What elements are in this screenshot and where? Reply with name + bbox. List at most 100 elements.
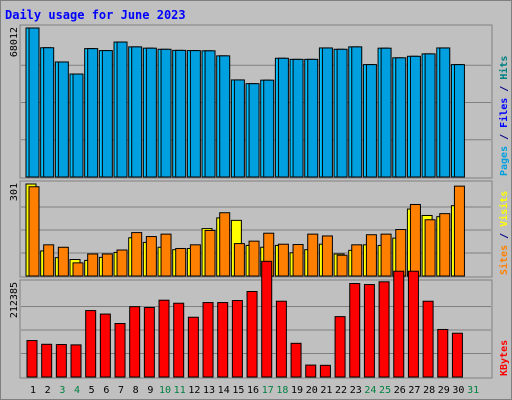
bar-sites-day-23 (351, 244, 363, 277)
bar-kbytes-day-3 (55, 344, 67, 378)
axis-title-part-visits-sites-0: Sites (498, 245, 510, 275)
day-label-1: 1 (30, 385, 36, 396)
bar-kbytes-day-21 (319, 364, 331, 378)
bar-files-day-5 (87, 48, 99, 178)
bar-files-day-21 (321, 47, 333, 178)
axis-title-part-kbytes-0: KBytes (499, 340, 510, 376)
bar-sites-day-14 (219, 212, 231, 277)
bar-files-day-12 (189, 50, 201, 178)
bar-files-day-6 (101, 50, 113, 178)
bar-kbytes-day-26 (393, 270, 405, 378)
bar-kbytes-day-29 (437, 328, 449, 378)
bar-kbytes-day-23 (349, 283, 361, 378)
bar-sites-day-12 (189, 244, 201, 277)
day-label-15: 15 (232, 385, 244, 396)
bar-sites-day-10 (160, 233, 172, 277)
bar-sites-day-19 (292, 244, 304, 277)
bar-sites-day-26 (395, 229, 407, 277)
day-label-25: 25 (379, 385, 391, 396)
bar-sites-day-11 (175, 247, 187, 277)
bar-sites-day-8 (131, 232, 143, 277)
bar-files-day-28 (424, 53, 436, 178)
day-label-16: 16 (247, 385, 259, 396)
bar-kbytes-day-24 (363, 284, 375, 378)
bar-sites-day-28 (424, 219, 436, 277)
bar-kbytes-day-8 (129, 306, 141, 378)
chart-title: Daily usage for June 2023 (5, 8, 186, 22)
day-label-14: 14 (218, 385, 230, 396)
bar-sites-day-3 (57, 246, 69, 277)
bar-sites-day-15 (233, 243, 245, 277)
day-label-9: 9 (147, 385, 153, 396)
axis-title-part-pages-files-hits-3: / (499, 80, 510, 98)
ymax-label-pages-files-hits: 68012 (9, 27, 20, 57)
day-label-3: 3 (59, 385, 65, 396)
day-label-24: 24 (364, 385, 376, 396)
bar-files-day-1 (28, 27, 40, 178)
day-label-30: 30 (452, 385, 464, 396)
bar-files-day-25 (380, 47, 392, 178)
day-label-18: 18 (276, 385, 288, 396)
bar-files-day-29 (439, 47, 451, 178)
axis-title-part-pages-files-hits-1: / (499, 128, 510, 146)
bar-files-day-7 (116, 41, 128, 178)
bar-kbytes-day-16 (246, 290, 258, 378)
bar-sites-day-4 (72, 262, 84, 277)
bar-kbytes-day-10 (158, 299, 170, 378)
bar-sites-day-7 (116, 249, 128, 277)
bar-kbytes-day-18 (275, 300, 287, 378)
day-label-19: 19 (291, 385, 303, 396)
day-label-22: 22 (335, 385, 347, 396)
bar-files-day-8 (131, 46, 143, 178)
bar-sites-day-13 (204, 229, 216, 277)
bar-sites-day-18 (277, 243, 289, 277)
day-label-28: 28 (423, 385, 435, 396)
axis-title-part-pages-files-hits-2: Files (498, 98, 510, 128)
bar-files-day-4 (72, 73, 84, 178)
ymax-label-visits-sites: 301 (9, 183, 20, 201)
day-label-29: 29 (438, 385, 450, 396)
day-label-23: 23 (350, 385, 362, 396)
bar-kbytes-day-5 (85, 310, 97, 378)
bar-sites-day-25 (380, 233, 392, 277)
day-label-8: 8 (133, 385, 139, 396)
bar-files-day-26 (395, 57, 407, 178)
bar-sites-day-30 (453, 185, 465, 277)
day-label-31: 31 (467, 385, 479, 396)
bar-sites-day-21 (321, 235, 333, 277)
bar-files-day-24 (365, 64, 377, 178)
bar-files-day-27 (409, 55, 421, 178)
day-label-5: 5 (89, 385, 95, 396)
bar-files-day-19 (292, 58, 304, 178)
bar-sites-day-20 (307, 233, 319, 277)
axis-title-pages-files-hits: Pages / Files / Hits (498, 56, 510, 176)
bar-files-day-15 (233, 79, 245, 178)
bar-kbytes-day-20 (305, 364, 317, 378)
bar-kbytes-day-14 (217, 302, 229, 378)
day-label-20: 20 (306, 385, 318, 396)
bar-files-day-2 (43, 47, 55, 178)
bar-sites-day-5 (87, 253, 99, 277)
bar-kbytes-day-19 (290, 342, 302, 378)
bar-kbytes-day-17 (261, 260, 273, 378)
bar-sites-day-6 (101, 253, 113, 277)
day-label-4: 4 (74, 385, 80, 396)
bar-kbytes-day-28 (422, 300, 434, 378)
axis-title-part-visits-sites-1: / (499, 227, 510, 245)
bar-kbytes-day-30 (451, 332, 463, 378)
bar-files-day-11 (175, 49, 187, 178)
bar-sites-day-24 (365, 234, 377, 277)
day-label-27: 27 (408, 385, 420, 396)
ymax-label-kbytes: 212385 (9, 282, 20, 318)
bar-sites-day-2 (43, 244, 55, 277)
axis-title-part-pages-files-hits-0: Pages (499, 146, 510, 176)
bar-kbytes-day-15 (231, 300, 243, 378)
day-label-26: 26 (394, 385, 406, 396)
bar-files-day-14 (219, 55, 231, 178)
bar-files-day-22 (336, 48, 348, 178)
bar-files-day-10 (160, 48, 172, 178)
bar-sites-day-16 (248, 240, 260, 277)
bar-files-day-13 (204, 50, 216, 178)
bar-files-day-17 (263, 79, 275, 178)
bar-kbytes-day-7 (114, 322, 126, 378)
